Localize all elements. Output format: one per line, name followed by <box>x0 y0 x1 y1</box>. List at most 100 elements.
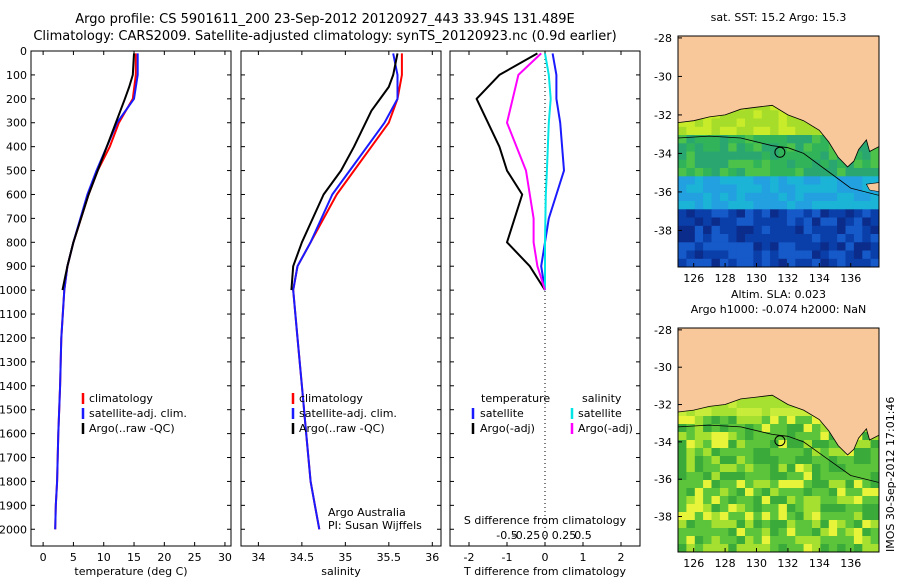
map-cell <box>686 126 696 136</box>
map-cell <box>753 480 763 489</box>
map-cell <box>753 416 763 425</box>
map-cell <box>736 192 746 202</box>
map-cell <box>703 250 713 260</box>
map-cell <box>745 504 754 513</box>
map-cell <box>686 250 696 260</box>
map-cell <box>786 536 796 545</box>
map-cell <box>770 480 780 489</box>
map-cell <box>795 488 805 497</box>
x-tick-label: 20 <box>157 551 171 564</box>
map-cell <box>862 472 872 481</box>
map-cell <box>719 488 729 497</box>
map-cell <box>820 176 830 186</box>
map-cell <box>678 192 687 202</box>
map-cell <box>820 250 830 260</box>
map-cell <box>703 201 713 210</box>
map-cell <box>837 496 847 505</box>
map-cell <box>728 544 738 552</box>
map-cell <box>736 448 746 457</box>
map-cell <box>736 536 746 545</box>
map-cell <box>711 440 721 449</box>
map-cell <box>862 464 872 473</box>
map-cell <box>862 520 872 529</box>
map-title-2: Argo h1000: -0.074 h2000: NaN <box>691 303 867 316</box>
map-cell <box>837 159 847 169</box>
map-cell <box>678 217 687 227</box>
map-cell <box>803 536 813 545</box>
map-cell <box>678 416 687 425</box>
map-cell <box>870 512 879 521</box>
map-cell <box>745 528 754 537</box>
map-cell <box>845 496 855 505</box>
map-cell <box>703 135 713 144</box>
map-cell <box>770 159 780 169</box>
map-cell <box>703 464 713 473</box>
map-cell <box>761 416 771 425</box>
map-cell <box>728 440 738 449</box>
map-cell <box>828 168 838 177</box>
map-cell <box>761 192 771 202</box>
map-cell <box>828 544 838 552</box>
map-cell <box>753 234 763 243</box>
map-cell <box>703 528 713 537</box>
map-cell <box>853 528 863 537</box>
map-cell <box>745 159 754 169</box>
map-cell <box>703 159 713 169</box>
map-cell <box>686 456 696 465</box>
map-cell <box>845 168 855 177</box>
map-cell <box>812 464 821 473</box>
map-cell <box>812 242 821 252</box>
map-cell <box>703 151 713 161</box>
map-cell <box>786 143 796 153</box>
map-cell <box>753 488 763 497</box>
bathymetry-contour <box>678 135 879 196</box>
map-cell <box>853 201 863 210</box>
map-cell <box>761 400 771 409</box>
map-cell <box>719 456 729 465</box>
map-cell <box>770 176 780 186</box>
map-cell <box>778 217 788 227</box>
map-cell <box>786 250 796 260</box>
depth-tick-label: 500 <box>6 165 27 178</box>
map-cell <box>753 400 763 409</box>
map-cell <box>745 472 754 481</box>
map-cell <box>736 176 746 186</box>
map-cell <box>820 488 830 497</box>
map-cell <box>703 440 713 449</box>
map-cell <box>736 201 746 210</box>
map-cell <box>853 520 863 529</box>
map-cell <box>803 209 813 219</box>
map-cell <box>770 456 780 465</box>
map-cell <box>745 536 754 545</box>
map-cell <box>803 440 813 449</box>
map-cell <box>862 432 872 441</box>
map-cell <box>820 201 830 210</box>
map-cell <box>711 544 721 552</box>
map-cell <box>728 480 738 489</box>
map-cell <box>870 480 879 489</box>
sst-map-panel: -28 -30 -32 -34 -36 -38 126 128 130 132 134 136 sat.… <box>654 11 880 285</box>
map-cell <box>686 512 696 521</box>
map-cell <box>812 544 821 552</box>
series-line <box>61 53 135 291</box>
x-tick-label: 15 <box>127 551 141 564</box>
map-cell <box>736 424 746 433</box>
map-cell <box>795 209 805 219</box>
map-cell <box>753 168 763 177</box>
map-cell <box>686 209 696 219</box>
map-cell <box>820 544 830 552</box>
map-cell <box>703 168 713 177</box>
map-cell <box>694 176 704 186</box>
map-cell <box>728 135 738 144</box>
map-cell <box>862 544 872 552</box>
map-cell <box>828 464 838 473</box>
map-cell <box>862 504 872 513</box>
map-cell <box>711 496 721 505</box>
map-cell <box>778 504 788 513</box>
map-cell <box>728 416 738 425</box>
depth-tick-label: 1000 <box>0 284 27 297</box>
map-cell <box>753 184 763 194</box>
map-cell <box>820 192 830 202</box>
map-cell <box>753 201 763 210</box>
map-cell <box>736 400 746 409</box>
